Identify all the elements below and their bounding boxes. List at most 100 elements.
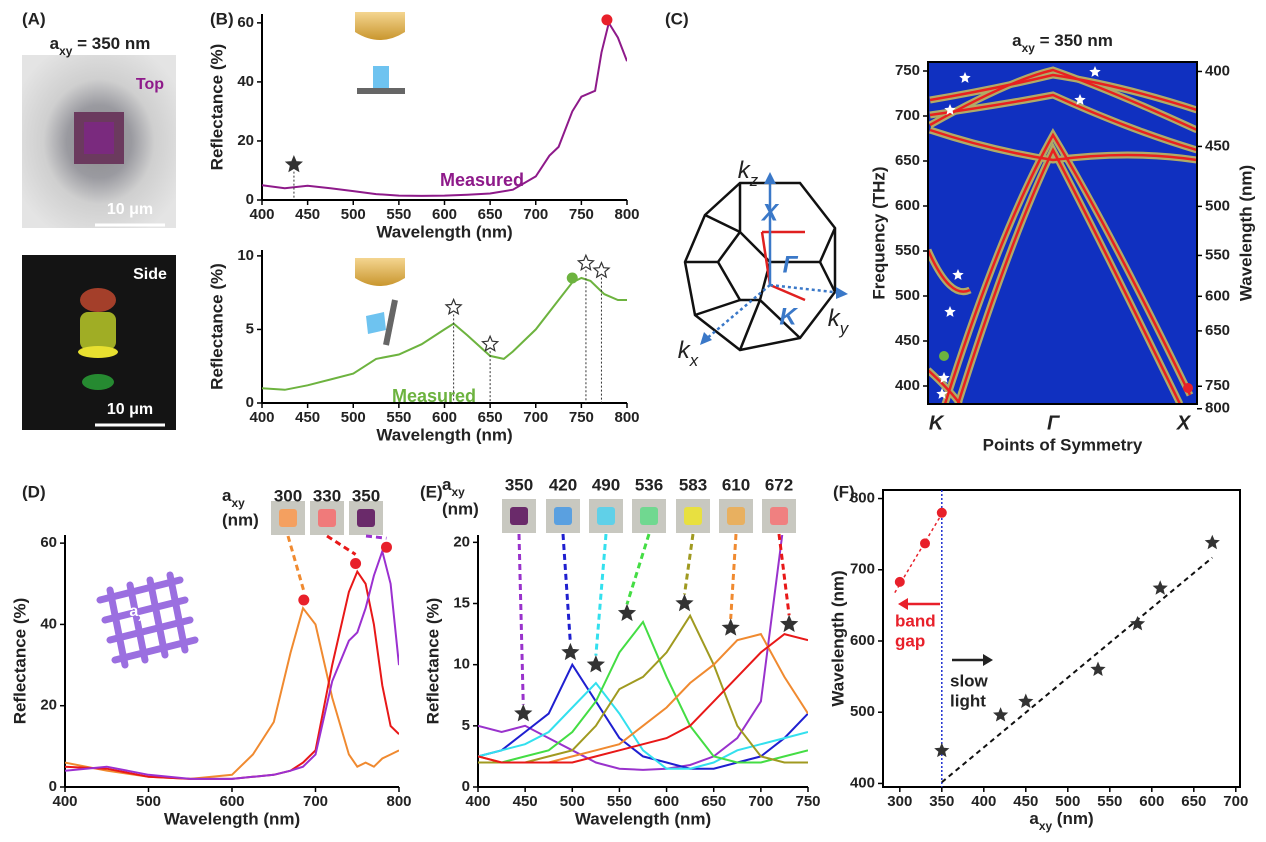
y-tick-label: 750 <box>895 62 920 79</box>
star-marker <box>677 596 692 611</box>
y-tick-label: 600 <box>895 197 920 214</box>
inset-label: 350 <box>352 486 380 505</box>
x-tick-label: 600 <box>1139 793 1164 810</box>
dot-marker <box>895 577 905 587</box>
x-tick-label: 400 <box>465 793 490 810</box>
y2-tick-label: 750 <box>1205 377 1230 394</box>
inset-unit: (nm) <box>222 510 259 529</box>
y-tick-label: 60 <box>40 534 57 551</box>
inset-label: 583 <box>679 475 707 494</box>
inset-image-core <box>510 507 528 525</box>
text-part: x <box>689 351 699 370</box>
x-axis-label: Wavelength (nm) <box>164 809 300 828</box>
top-image-core <box>84 122 114 154</box>
y-tick-label: 5 <box>462 717 470 734</box>
y-tick-label: 700 <box>850 561 875 578</box>
side-image-top <box>80 288 116 312</box>
inset-image-core <box>640 507 658 525</box>
y-tick-label: 40 <box>237 73 254 90</box>
inset-connector <box>779 534 789 615</box>
star-marker <box>1018 694 1033 709</box>
dot-marker <box>350 558 361 569</box>
symmetry-point: K <box>779 303 798 330</box>
x-tick-label: 800 <box>614 206 639 223</box>
x-tick-label: Γ <box>1047 412 1060 434</box>
star-marker <box>483 336 498 350</box>
line-series <box>478 616 808 763</box>
y-tick-label: 20 <box>40 697 57 714</box>
inset-connector <box>684 534 693 595</box>
text-part: = 350 nm <box>1035 31 1113 50</box>
x-tick-label: 700 <box>523 206 548 223</box>
x-tick-label: 600 <box>654 793 679 810</box>
x-tick-label: 800 <box>386 793 411 810</box>
y-tick-label: 60 <box>237 14 254 31</box>
y-tick-label: 400 <box>895 377 920 394</box>
dot-marker <box>601 14 612 25</box>
y-axis-label: Reflectance (%) <box>207 44 226 171</box>
dot-marker <box>937 508 947 518</box>
y-tick-label: 10 <box>237 247 254 264</box>
inset-image-core <box>727 507 745 525</box>
inset-connector <box>563 534 570 643</box>
y-tick-label: 700 <box>895 107 920 124</box>
line-series <box>478 622 808 763</box>
y-tick-label: 40 <box>40 615 57 632</box>
star-marker <box>563 644 578 659</box>
inset-label: 672 <box>765 475 793 494</box>
x-axis-label: Wavelength (nm) <box>376 222 512 241</box>
inset-image-core <box>554 507 572 525</box>
y2-tick-label: 800 <box>1205 400 1230 417</box>
symmetry-point: X <box>760 199 780 226</box>
inset-image-core <box>684 507 702 525</box>
y-tick-label: 600 <box>850 632 875 649</box>
x-tick-label: 650 <box>701 793 726 810</box>
side-image-bottom <box>82 374 114 390</box>
annotation: gap <box>895 631 925 650</box>
text-part: z <box>749 171 759 190</box>
y2-tick-label: 500 <box>1205 197 1230 214</box>
inset-connector <box>366 536 386 538</box>
x-tick-label: 400 <box>52 793 77 810</box>
y-axis-label: Frequency (THz) <box>869 166 888 299</box>
x-tick-label: 400 <box>249 206 274 223</box>
y2-tick-label: 550 <box>1205 246 1230 263</box>
star-marker <box>578 255 593 270</box>
y-tick-label: 400 <box>850 774 875 791</box>
inset-label: 350 <box>505 475 533 494</box>
x-tick-label: 700 <box>748 793 773 810</box>
dot-marker <box>567 272 578 283</box>
side-image-mid <box>80 312 116 350</box>
x-tick-label: 600 <box>432 206 457 223</box>
x-tick-label: 650 <box>478 409 503 426</box>
scale-label: 10 μm <box>107 401 153 418</box>
x-tick-label: 550 <box>1097 793 1122 810</box>
star-marker <box>619 605 634 620</box>
x-tick-label: 450 <box>295 206 320 223</box>
figure: (A) Top 10 μm Side 10 μm <box>0 0 1266 842</box>
x-tick-label: 600 <box>432 409 457 426</box>
x-axis-label: Wavelength (nm) <box>376 425 512 444</box>
text-part: (nm) <box>1052 809 1094 828</box>
x-tick-label: 750 <box>795 793 820 810</box>
star-marker <box>286 157 301 171</box>
x-tick-label: 750 <box>569 206 594 223</box>
inset-connector <box>288 536 304 591</box>
text-part: xy <box>451 485 465 499</box>
x-tick-label: 650 <box>1181 793 1206 810</box>
objective-icon <box>355 12 405 94</box>
y-tick-label: 500 <box>895 287 920 304</box>
x-tick-label: 400 <box>249 409 274 426</box>
inset-label: 536 <box>635 475 663 494</box>
x-tick-label: 450 <box>1013 793 1038 810</box>
panel-label: (D) <box>22 482 46 501</box>
star-marker <box>993 707 1008 721</box>
image-title: axy = 350 nm <box>50 34 151 58</box>
y-axis-label: Wavelength (nm) <box>828 570 847 706</box>
x-tick-label: 500 <box>136 793 161 810</box>
y2-axis-label: Wavelength (nm) <box>1236 165 1255 301</box>
x-axis-label: Wavelength (nm) <box>575 809 711 828</box>
inset-connector <box>596 534 606 656</box>
star-marker <box>1205 535 1220 550</box>
inset-connector <box>731 534 736 619</box>
